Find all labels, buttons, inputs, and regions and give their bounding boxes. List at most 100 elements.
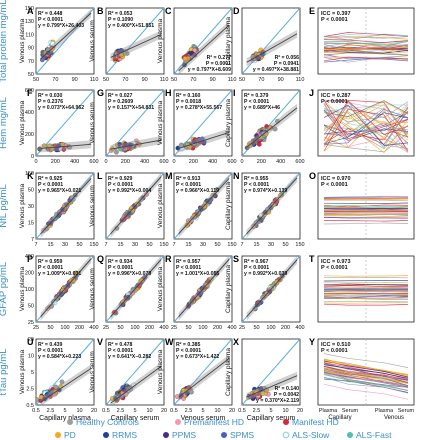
stat-text-H: R² = 0.160: [176, 93, 200, 99]
y-tick-U: 2.5: [26, 387, 34, 393]
x-tick-N: 15: [253, 242, 259, 248]
y-label-N: Capillary plasma: [225, 182, 232, 230]
x-tick-M: 15: [185, 242, 191, 248]
panel-letter-O: O: [309, 171, 316, 181]
y-label-M: Venous plasma: [157, 183, 164, 228]
profile-line: [323, 293, 409, 296]
profile-line: [323, 110, 409, 148]
axes-M: [173, 172, 233, 240]
data-point: [50, 41, 56, 47]
panel-letter-V: V: [97, 337, 103, 347]
data-point: [136, 283, 142, 289]
x-tick-S: 200: [281, 325, 290, 331]
stat-text-E: P < 0.0001: [321, 17, 348, 23]
profile-line: [323, 42, 409, 47]
stat-text-I: y = 0.689*X+46: [244, 105, 280, 111]
profile-line: [323, 196, 409, 198]
x-tick-I: 0: [240, 159, 243, 165]
stat-text-Y: P < 0.0001: [321, 348, 348, 354]
profile-line: [323, 48, 409, 56]
legend-swatch: [163, 432, 169, 438]
y-label-H: Venous plasma: [157, 100, 164, 145]
x-tick-M: 50: [214, 242, 220, 248]
y-tick-F: 200: [25, 132, 34, 138]
stat-text-Q: y = 0.996*X+0.079: [108, 271, 151, 277]
panel-letter-W: W: [165, 337, 174, 347]
legend-label: ALS-Fast: [356, 430, 392, 440]
regression-line-A: [40, 12, 92, 60]
x-tick-S: 100: [266, 325, 275, 331]
panel-letter-R: R: [165, 254, 172, 264]
x-tick-B: 90: [142, 77, 148, 83]
profile-line: [323, 365, 409, 384]
data-point: [250, 396, 256, 401]
data-point: [61, 147, 67, 152]
regression-line-C: [178, 24, 230, 72]
regression-line-Q: [110, 259, 162, 318]
legend-swatch: [175, 419, 181, 425]
x-tick-Q: 50: [117, 325, 123, 331]
panel-letter-P: P: [27, 254, 33, 264]
y-tick-U: 5: [31, 370, 34, 376]
x-tick-B: 70: [122, 77, 128, 83]
x-tick-G: 600: [159, 159, 168, 165]
y-tick-P: 400: [25, 254, 34, 260]
regression-line-H: [178, 132, 230, 149]
stat-text-S: R² = 0.967: [244, 259, 268, 265]
x-tick-I: 200: [257, 159, 266, 165]
stat-text-L: R² = 0.929: [108, 176, 132, 182]
x-tick-A: 70: [52, 77, 58, 83]
x-tick-Q: 100: [130, 325, 139, 331]
identity-line-B: [105, 7, 165, 75]
y-label-G: Venous serum: [89, 102, 96, 144]
x-tick-N: 30: [268, 242, 274, 248]
axes-D: [241, 7, 301, 75]
regression-line-R: [178, 258, 230, 318]
x-tick-L: 30: [132, 242, 138, 248]
legend-label: PD: [64, 430, 76, 440]
data-point: [185, 391, 190, 396]
x-tick-R: 100: [198, 325, 207, 331]
y-label-Q: Venous serum: [89, 268, 96, 310]
row-label-3: GFAP pg/mL: [0, 262, 9, 316]
profile-line: [323, 107, 409, 135]
data-point: [36, 397, 40, 402]
data-point: [115, 48, 121, 54]
y-tick-K: 150: [25, 171, 34, 177]
y-label-D: Capillary plasma: [225, 17, 232, 65]
axes-C: [173, 7, 233, 75]
axes-X: [241, 338, 301, 406]
stat-text-C: y = 0.797*X+8.609: [188, 67, 231, 73]
profile-line: [323, 55, 409, 63]
x-tick-P: 25: [33, 325, 39, 331]
stat-text-R: y = 1.001*X+0.055: [176, 271, 219, 277]
profile-line: [323, 222, 409, 225]
x-tick-P: 400: [89, 325, 98, 331]
data-point: [37, 146, 42, 152]
data-point: [252, 306, 258, 311]
profile-line: [323, 290, 409, 293]
stat-text-X: R² = 0.140: [275, 386, 299, 392]
stat-text-K: P < 0.0001: [38, 182, 63, 188]
stat-text-S: y = 0.992*X+0.039: [244, 271, 287, 277]
x-tick-I: 400: [276, 159, 285, 165]
profile-line: [323, 44, 409, 50]
lines-E: [323, 32, 409, 63]
data-point: [114, 149, 119, 155]
x-tick-N: 7: [240, 242, 243, 248]
profile-tick: Plasma: [375, 408, 394, 414]
profile-tick: Serum: [342, 408, 359, 414]
stat-text-U: R² = 0.439: [38, 342, 62, 348]
x-tick-S: 400: [295, 325, 304, 331]
data-point: [192, 47, 198, 53]
x-tick-X: 0.5: [238, 408, 246, 414]
x-tick-C: 70: [190, 77, 196, 83]
y-label-W: Venous plasma: [157, 349, 164, 394]
x-tick-C: 50: [171, 77, 177, 83]
